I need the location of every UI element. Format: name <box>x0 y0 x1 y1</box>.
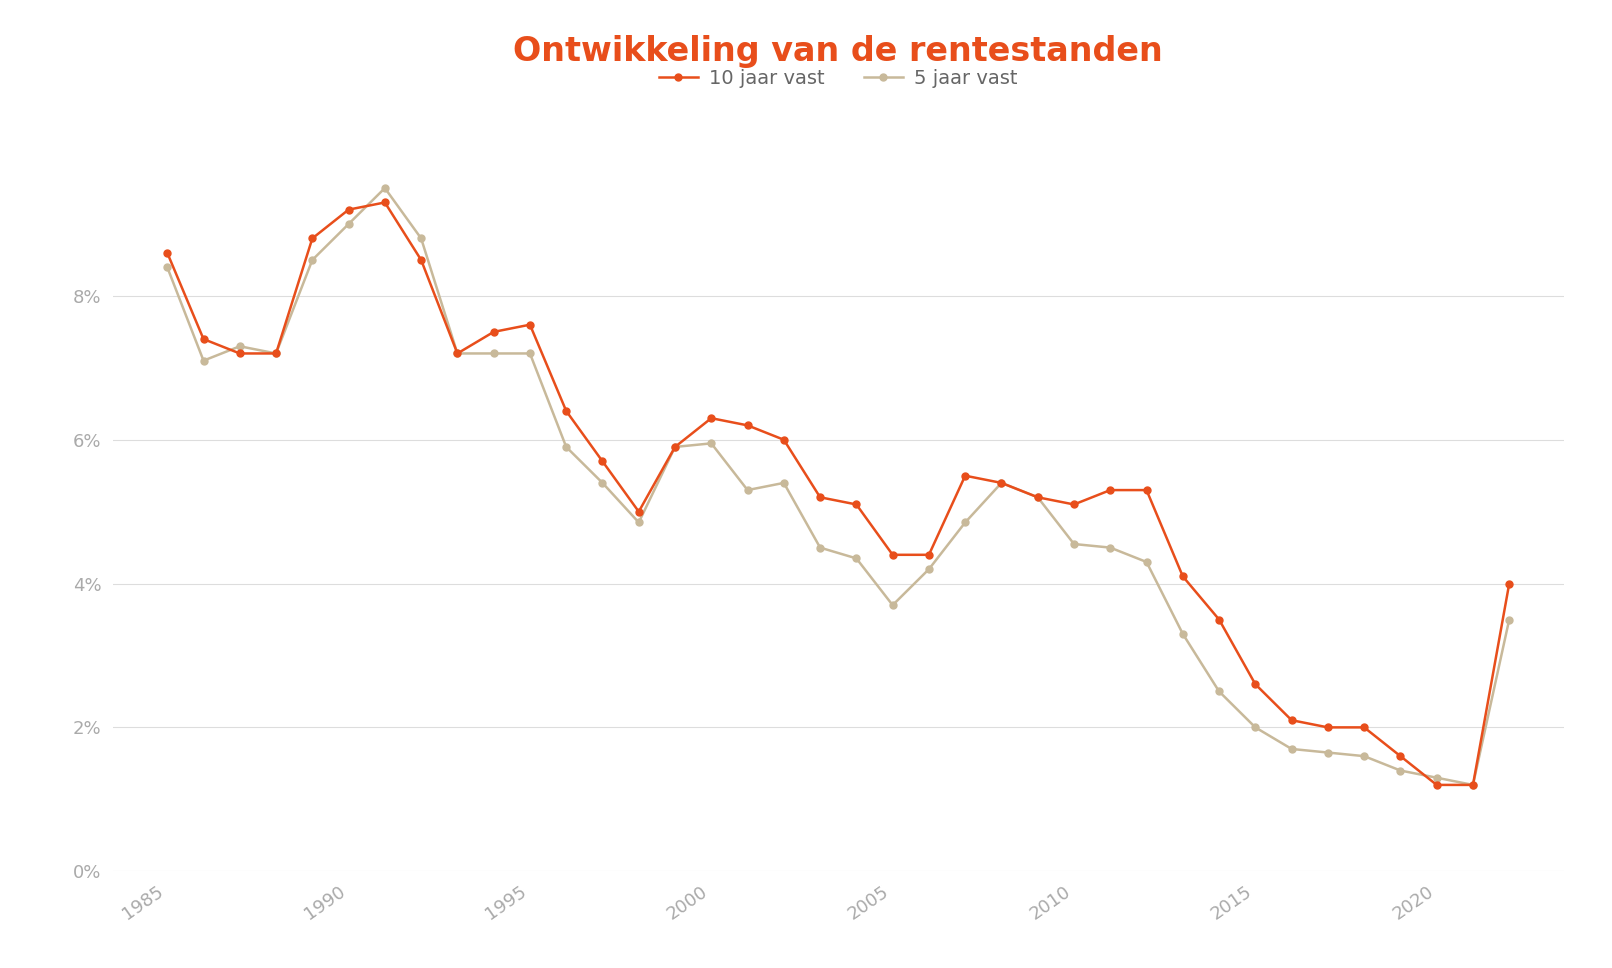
5 jaar vast <box>629 517 648 529</box>
5 jaar vast <box>1427 771 1446 783</box>
5 jaar vast <box>1136 557 1156 568</box>
5 jaar vast <box>738 484 758 496</box>
10 jaar vast <box>666 441 685 453</box>
10 jaar vast <box>1174 570 1193 582</box>
5 jaar vast <box>1319 746 1338 758</box>
5 jaar vast <box>701 438 721 449</box>
10 jaar vast <box>1136 484 1156 496</box>
10 jaar vast <box>158 247 177 258</box>
5 jaar vast <box>1391 765 1410 776</box>
10 jaar vast <box>1391 750 1410 762</box>
10 jaar vast <box>1209 614 1228 625</box>
10 jaar vast <box>1427 779 1446 791</box>
10 jaar vast <box>376 197 395 208</box>
10 jaar vast <box>919 549 938 560</box>
5 jaar vast <box>991 477 1011 489</box>
10 jaar vast <box>701 412 721 424</box>
10 jaar vast <box>1028 492 1048 503</box>
5 jaar vast <box>1028 492 1048 503</box>
5 jaar vast <box>811 542 830 554</box>
10 jaar vast <box>593 456 613 468</box>
5 jaar vast <box>1282 743 1301 755</box>
5 jaar vast <box>919 563 938 575</box>
10 jaar vast <box>556 406 575 417</box>
10 jaar vast <box>956 469 975 481</box>
10 jaar vast <box>1319 721 1338 733</box>
5 jaar vast <box>1246 721 1265 733</box>
10 jaar vast <box>1282 714 1301 726</box>
10 jaar vast <box>193 333 213 345</box>
Line: 5 jaar vast: 5 jaar vast <box>164 185 1512 788</box>
Line: 10 jaar vast: 10 jaar vast <box>164 199 1512 788</box>
10 jaar vast <box>738 419 758 431</box>
5 jaar vast <box>484 348 503 359</box>
5 jaar vast <box>411 232 430 244</box>
5 jaar vast <box>883 599 903 611</box>
10 jaar vast <box>303 232 322 244</box>
10 jaar vast <box>1246 679 1265 690</box>
5 jaar vast <box>158 261 177 273</box>
Title: Ontwikkeling van de rentestanden: Ontwikkeling van de rentestanden <box>513 35 1164 68</box>
5 jaar vast <box>1064 538 1083 550</box>
5 jaar vast <box>231 341 250 352</box>
10 jaar vast <box>883 549 903 560</box>
10 jaar vast <box>1101 484 1120 496</box>
5 jaar vast <box>846 553 866 564</box>
10 jaar vast <box>629 506 648 518</box>
5 jaar vast <box>521 348 540 359</box>
5 jaar vast <box>303 255 322 266</box>
5 jaar vast <box>956 517 975 529</box>
10 jaar vast <box>411 255 430 266</box>
5 jaar vast <box>1174 628 1193 640</box>
10 jaar vast <box>1064 499 1083 510</box>
5 jaar vast <box>1209 685 1228 697</box>
5 jaar vast <box>448 348 467 359</box>
10 jaar vast <box>339 204 358 216</box>
5 jaar vast <box>1464 779 1483 791</box>
5 jaar vast <box>1354 750 1373 762</box>
10 jaar vast <box>231 348 250 359</box>
5 jaar vast <box>1499 614 1519 625</box>
Legend: 10 jaar vast, 5 jaar vast: 10 jaar vast, 5 jaar vast <box>651 62 1025 96</box>
10 jaar vast <box>774 434 793 445</box>
10 jaar vast <box>1499 578 1519 590</box>
10 jaar vast <box>991 477 1011 489</box>
5 jaar vast <box>556 441 575 453</box>
10 jaar vast <box>1354 721 1373 733</box>
5 jaar vast <box>1101 542 1120 554</box>
5 jaar vast <box>266 348 285 359</box>
10 jaar vast <box>448 348 467 359</box>
5 jaar vast <box>666 441 685 453</box>
10 jaar vast <box>266 348 285 359</box>
5 jaar vast <box>774 477 793 489</box>
5 jaar vast <box>593 477 613 489</box>
10 jaar vast <box>484 326 503 338</box>
5 jaar vast <box>193 355 213 367</box>
5 jaar vast <box>339 218 358 229</box>
10 jaar vast <box>1464 779 1483 791</box>
10 jaar vast <box>846 499 866 510</box>
10 jaar vast <box>811 492 830 503</box>
10 jaar vast <box>521 318 540 330</box>
5 jaar vast <box>376 182 395 194</box>
